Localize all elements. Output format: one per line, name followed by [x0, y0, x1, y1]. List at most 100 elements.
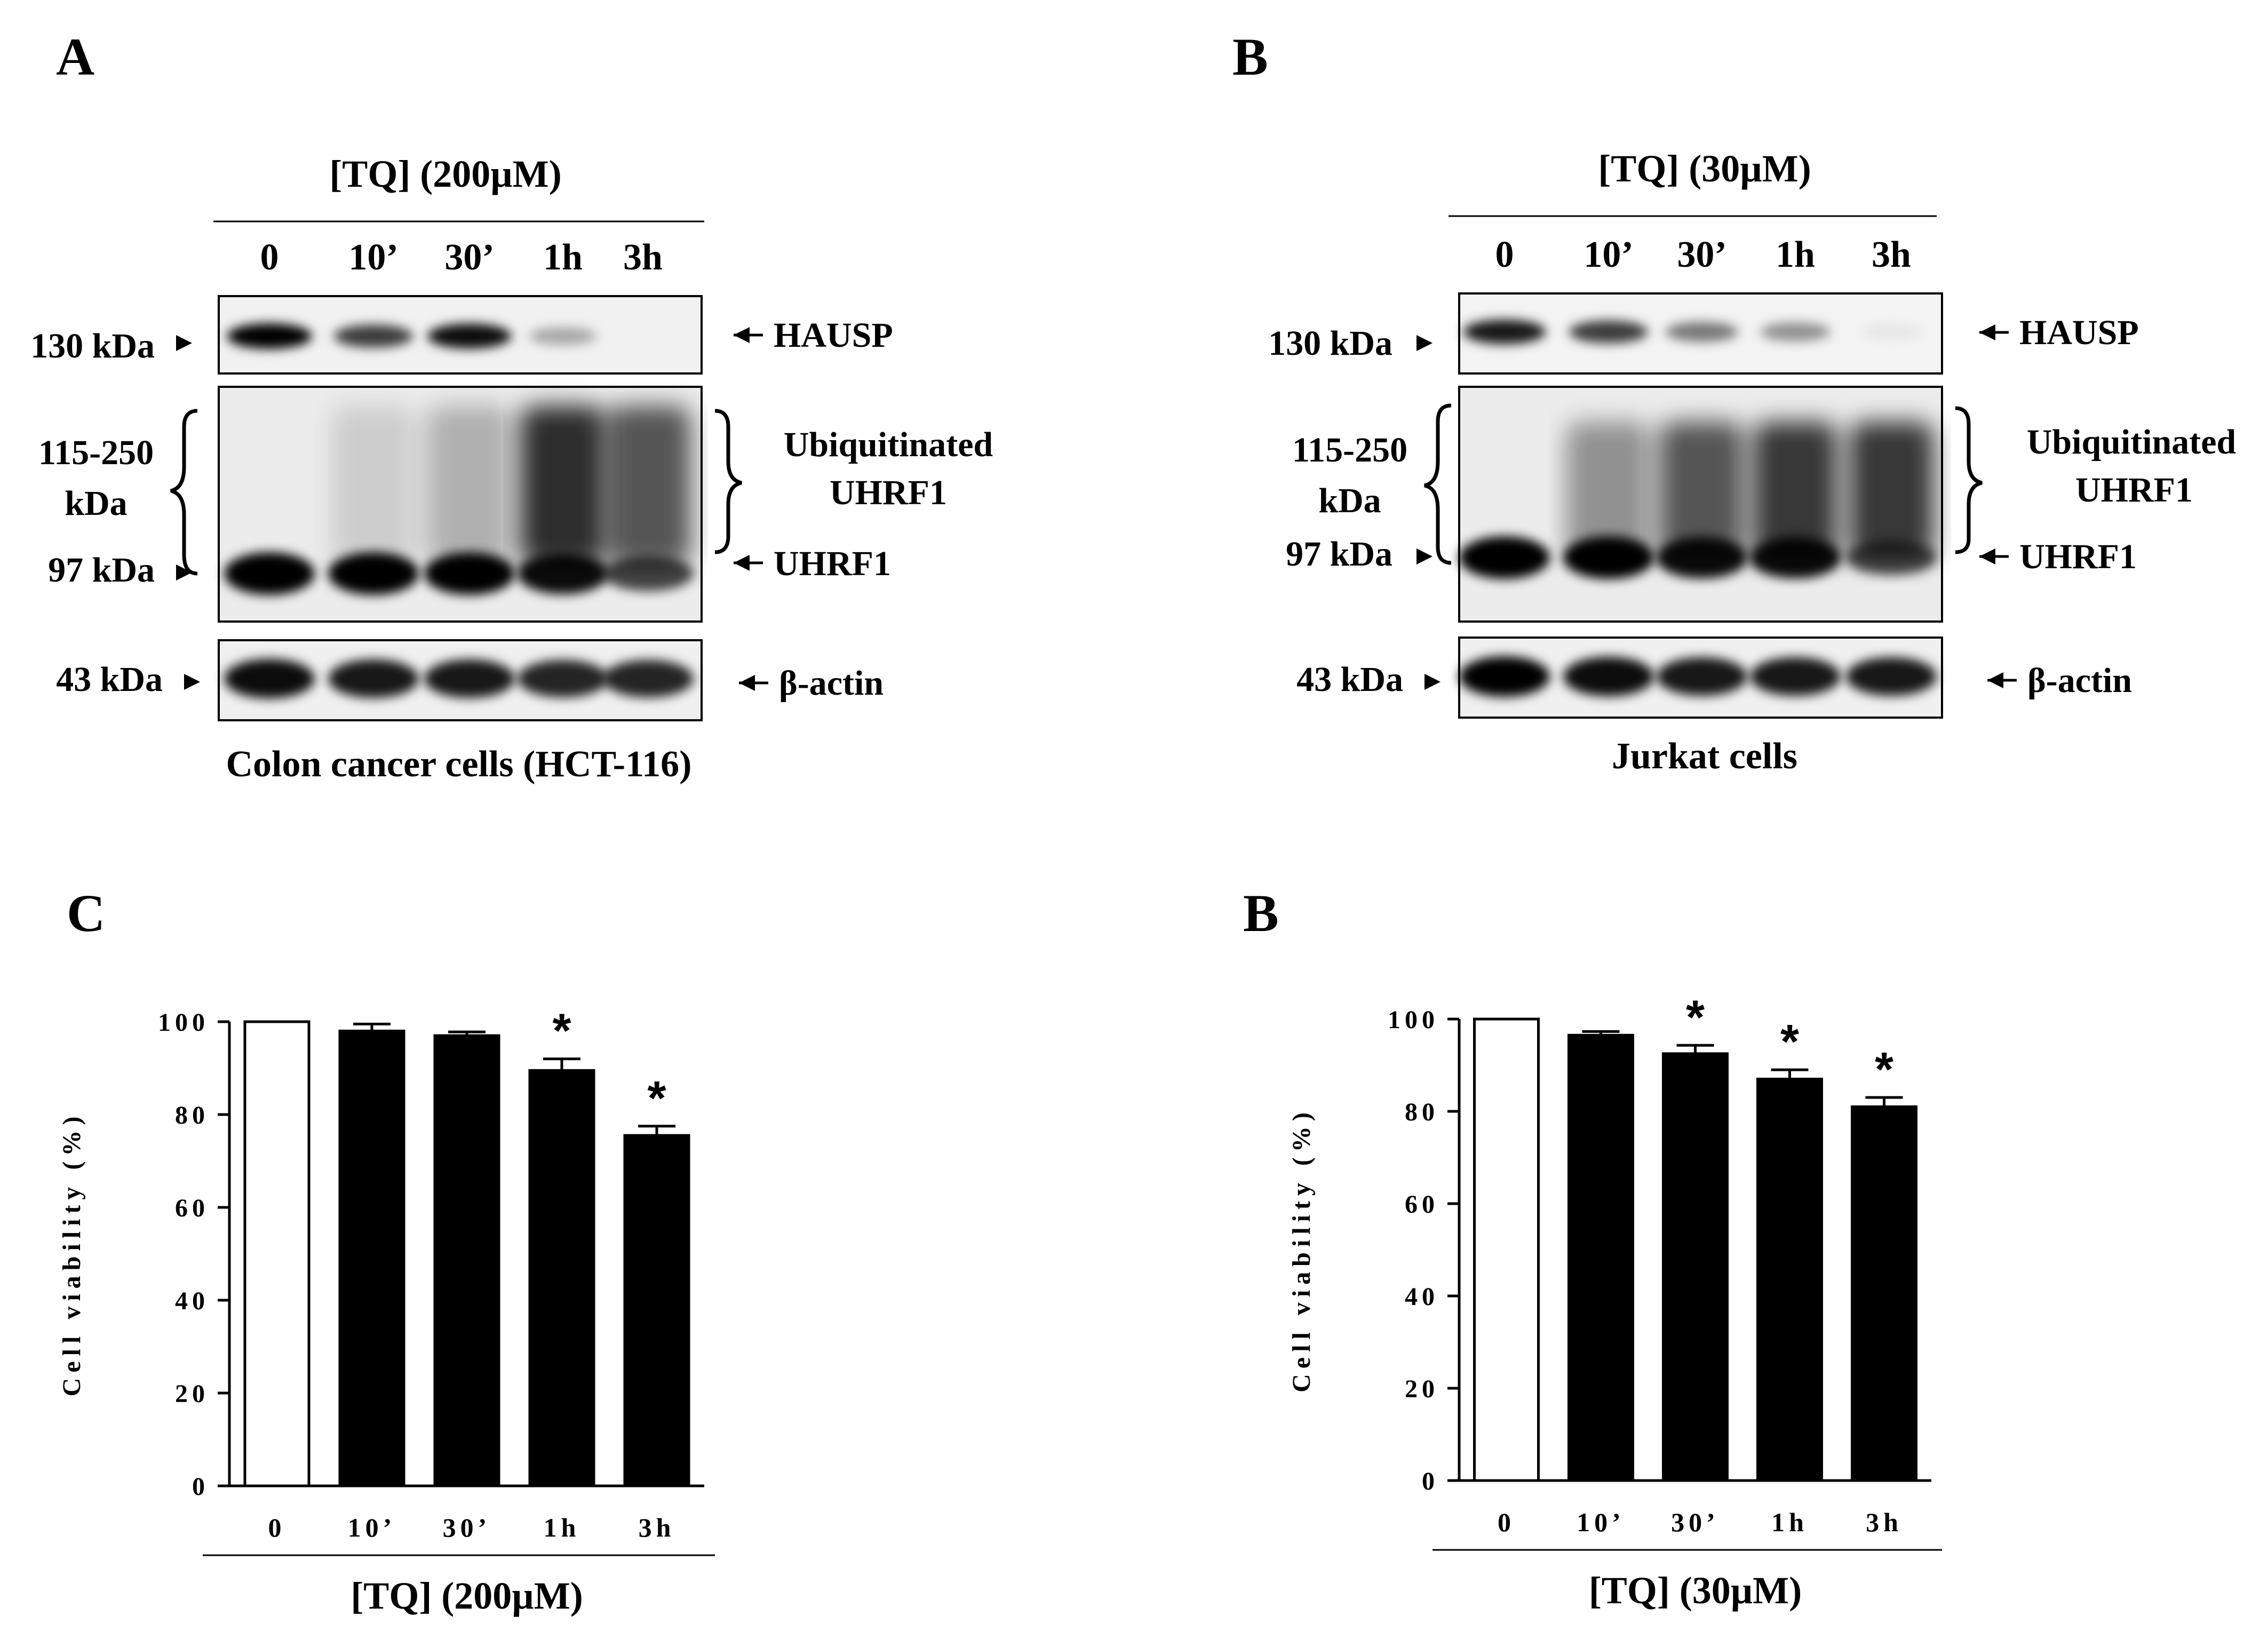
panel-a-hausp-band: [529, 327, 597, 345]
panel-b-actin-band: [1459, 656, 1550, 697]
panel-d-x-label: [TQ] (30µM): [1589, 1569, 1802, 1612]
panel-a-band-actin: β-actin: [779, 664, 884, 703]
panel-a: A [TQ] (200µM) 0 10’ 30’ 1h 3h 130 kDa 1…: [30, 27, 993, 785]
panel-b-ubiquitinated-smear: [1753, 421, 1838, 560]
panel-a-uhrf1-band: [603, 555, 694, 592]
panel-a-hausp-band: [334, 324, 413, 348]
panel-b-marker-arrowhead: [1416, 335, 1433, 351]
panel-a-band-uhrf1: UHRF1: [774, 544, 891, 583]
panel-d-bar: [1756, 1077, 1823, 1482]
panel-a-lane-label: 0: [260, 237, 279, 278]
panel-c-y-tick-label: 80: [175, 1101, 209, 1129]
panel-a-actin-band: [518, 659, 608, 698]
panel-c-category-label: 1h: [544, 1513, 580, 1542]
panel-b-hausp-band: [1463, 320, 1546, 344]
panel-d-significance-star: *: [1780, 1015, 1799, 1069]
panel-c-bar: [623, 1134, 690, 1487]
panel-a-hausp-band: [227, 323, 312, 349]
panel-c: C 0 20 40 60 80 100 Cell viability (%) 0 10’ 30’ *…: [58, 884, 715, 1617]
panel-a-uhrf1-band: [518, 553, 608, 594]
panel-b-hausp-band: [1666, 322, 1738, 342]
panel-c-chart: 0 20 40 60 80 100 Cell viability (%) 0 10’ 30’ * 1h…: [58, 1005, 715, 1617]
panel-b-uhrf1-band: [1459, 536, 1550, 579]
panel-c-category-label: 10’: [348, 1513, 396, 1542]
panel-b-ubiquitinated-smear: [1566, 421, 1651, 560]
panel-b-band-ubiquitinated: Ubiquitinated: [2027, 423, 2236, 462]
panel-b-uhrf1-band: [1563, 536, 1654, 579]
panel-d-y-tick-label: 100: [1388, 1006, 1439, 1034]
panel-c-bar: [243, 1020, 311, 1487]
panel-a-uhrf1-band: [328, 552, 419, 595]
panel-d-category-label: 0: [1498, 1507, 1515, 1537]
panel-b-ubiquitinated-smear: [1659, 421, 1745, 560]
panel-b: B [TQ] (30µM) 0 10’ 30’ 1h 3h 130 kDa 11…: [1232, 27, 2236, 777]
panel-a-marker-arrowhead: [184, 674, 200, 690]
panel-a-caption: Colon cancer cells (HCT-116): [226, 744, 692, 785]
panel-c-significance-star: *: [647, 1072, 666, 1125]
panel-a-actin-band: [424, 659, 515, 698]
panel-a-marker-range-unit: kDa: [65, 484, 127, 523]
panel-c-bar: [433, 1034, 500, 1487]
panel-b-band-uhrf1: UHRF1: [2019, 537, 2137, 576]
panel-b-band-actin: β-actin: [2027, 661, 2132, 700]
panel-d-category-label: 30’: [1671, 1507, 1720, 1537]
panel-b-caption: Jurkat cells: [1612, 736, 1797, 777]
panel-b-marker-arrowhead: [1425, 674, 1441, 690]
panel-c-y-label: Cell viability (%): [58, 1111, 86, 1397]
panel-c-y-tick-label: 100: [158, 1008, 209, 1037]
panel-d-bar: [1567, 1033, 1634, 1482]
panel-b-uhrf1-band: [1657, 537, 1747, 578]
panel-a-band-hausp: HAUSP: [774, 316, 893, 355]
panel-d-bar: [1473, 1017, 1540, 1482]
panel-a-right-brace: [714, 409, 742, 554]
panel-d-category-label: 10’: [1577, 1507, 1625, 1537]
panel-c-y-tick-label: 40: [175, 1287, 209, 1315]
panel-b-actin-band: [1563, 656, 1654, 697]
panel-b-actin-band: [1750, 657, 1841, 696]
panel-b-lane-label: 0: [1495, 234, 1514, 275]
panel-b-lane-label: 30’: [1677, 234, 1726, 275]
panel-a-lane-label: 30’: [444, 237, 494, 278]
panel-b-actin-band: [1657, 657, 1747, 696]
panel-b-actin-band: [1846, 657, 1937, 696]
panel-d-y-tick-label: 80: [1405, 1098, 1439, 1126]
panel-a-lane-labels: 0 10’ 30’ 1h 3h: [260, 237, 663, 278]
panel-d-significance-star: *: [1686, 991, 1705, 1044]
panel-b-lane-label: 10’: [1583, 234, 1633, 275]
panel-a-uhrf1-band: [424, 552, 515, 595]
panel-c-y-tick-label: 0: [192, 1473, 209, 1501]
panel-a-band-ubiquitinated: Ubiquitinated: [784, 425, 993, 464]
panel-a-uhrf1-band: [224, 552, 315, 595]
panel-b-lane-label: 3h: [1872, 234, 1911, 275]
panel-d-y-label: Cell viability (%): [1287, 1107, 1316, 1393]
panel-b-treatment: [TQ] (30µM): [1598, 147, 1811, 190]
panel-a-letter: A: [56, 27, 94, 86]
panel-b-hausp-band: [1569, 320, 1648, 344]
panel-d-y-tick-label: 60: [1405, 1190, 1439, 1219]
panel-b-band-ubiquitinated-uhrf1: UHRF1: [2075, 471, 2193, 510]
panel-c-significance-star: *: [552, 1005, 571, 1058]
panel-b-marker-arrowhead: [1416, 548, 1433, 564]
panel-b-hausp-band: [1760, 322, 1831, 341]
panel-b-uhrf1-band: [1846, 540, 1937, 575]
panel-c-bar: [528, 1069, 595, 1487]
panel-a-band-ubiquitinated-uhrf1: UHRF1: [830, 473, 947, 512]
panel-b-band-hausp: HAUSP: [2019, 313, 2139, 352]
panel-b-left-brace: [1424, 403, 1452, 565]
panel-c-x-label: [TQ] (200µM): [351, 1574, 583, 1617]
panel-c-y-tick-label: 60: [175, 1194, 209, 1222]
panel-a-marker-arrowhead: [176, 335, 192, 351]
panel-a-ubiquitinated-smear: [331, 405, 416, 566]
panel-a-ubiquitinated-smear: [520, 405, 606, 566]
panel-a-lane-label: 1h: [543, 237, 583, 278]
panel-b-marker-range-unit: kDa: [1318, 481, 1381, 520]
panel-a-actin-band: [224, 658, 315, 699]
panel-c-category-label: 0: [268, 1513, 286, 1542]
panel-a-hausp-band: [427, 323, 512, 349]
panel-a-marker-arrowhead: [176, 564, 192, 580]
panel-d-chart: 0 20 40 60 80 100 Cell viability (%) 0 10’ * 30’ * 1…: [1287, 991, 1942, 1612]
panel-a-bands: [224, 323, 694, 699]
panel-a-treatment: [TQ] (200µM): [329, 153, 561, 195]
panel-a-ubiquitinated-smear: [427, 405, 512, 566]
panel-b-right-brace: [1955, 406, 1983, 554]
